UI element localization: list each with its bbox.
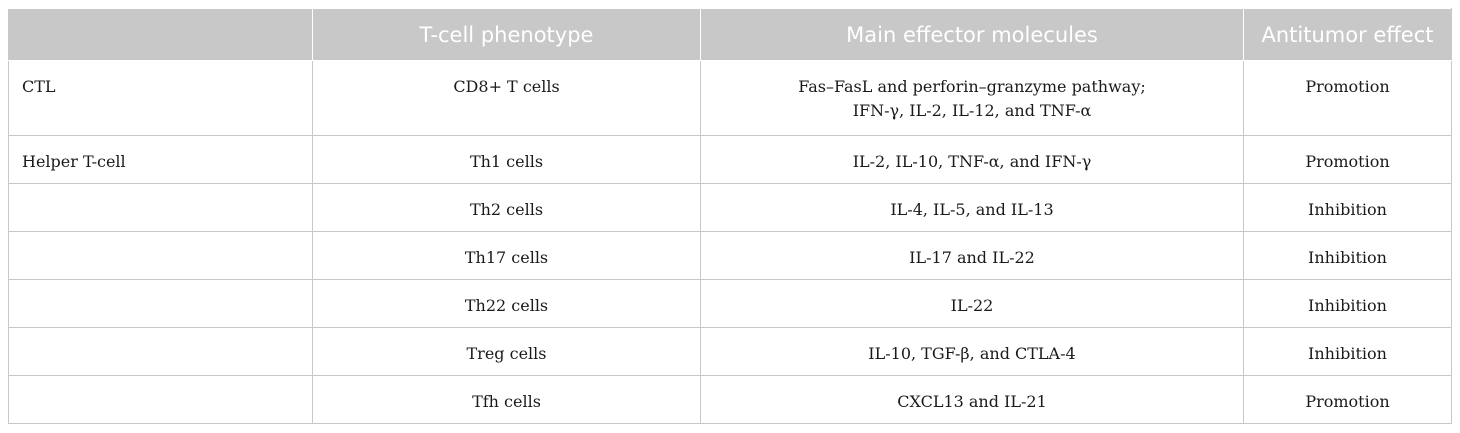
table-row: Th22 cells IL-22 Inhibition bbox=[8, 279, 1452, 328]
t-cell-table: T-cell phenotype Main effector molecules… bbox=[8, 8, 1452, 424]
cell-phenotype: Treg cells bbox=[312, 327, 701, 376]
cell-effector-molecules: CXCL13 and IL-21 bbox=[700, 375, 1244, 424]
table-row: Helper T-cell Th1 cells IL-2, IL-10, TNF… bbox=[8, 135, 1452, 184]
table-row: Tfh cells CXCL13 and IL-21 Promotion bbox=[8, 375, 1452, 424]
cell-effector-molecules: IL-17 and IL-22 bbox=[700, 231, 1244, 280]
cell-antitumor-effect: Inhibition bbox=[1243, 183, 1452, 232]
molecules-line: IFN-γ, IL-2, IL-12, and TNF-α bbox=[852, 101, 1092, 120]
cell-category bbox=[8, 279, 313, 328]
table-row: Th17 cells IL-17 and IL-22 Inhibition bbox=[8, 231, 1452, 280]
t-cell-table-container: T-cell phenotype Main effector molecules… bbox=[8, 8, 1452, 424]
cell-phenotype: CD8+ T cells bbox=[312, 60, 701, 136]
header-category bbox=[8, 8, 313, 61]
cell-category bbox=[8, 327, 313, 376]
cell-antitumor-effect: Inhibition bbox=[1243, 231, 1452, 280]
cell-antitumor-effect: Inhibition bbox=[1243, 279, 1452, 328]
cell-category bbox=[8, 231, 313, 280]
cell-antitumor-effect: Promotion bbox=[1243, 375, 1452, 424]
cell-category: Helper T-cell bbox=[8, 135, 313, 184]
table-row: CTL CD8+ T cells Fas–FasL and perforin–g… bbox=[8, 60, 1452, 136]
cell-phenotype: Th22 cells bbox=[312, 279, 701, 328]
table-header-row: T-cell phenotype Main effector molecules… bbox=[8, 8, 1452, 61]
cell-effector-molecules: IL-22 bbox=[700, 279, 1244, 328]
cell-phenotype: Th2 cells bbox=[312, 183, 701, 232]
table-row: Treg cells IL-10, TGF-β, and CTLA-4 Inhi… bbox=[8, 327, 1452, 376]
header-antitumor-effect: Antitumor effect bbox=[1243, 8, 1452, 61]
header-phenotype: T-cell phenotype bbox=[312, 8, 701, 61]
cell-phenotype: Tfh cells bbox=[312, 375, 701, 424]
table-row: Th2 cells IL-4, IL-5, and IL-13 Inhibiti… bbox=[8, 183, 1452, 232]
cell-antitumor-effect: Promotion bbox=[1243, 60, 1452, 136]
header-effector-molecules: Main effector molecules bbox=[700, 8, 1244, 61]
cell-phenotype: Th1 cells bbox=[312, 135, 701, 184]
cell-effector-molecules: Fas–FasL and perforin–granzyme pathway; … bbox=[700, 60, 1244, 136]
cell-effector-molecules: IL-10, TGF-β, and CTLA-4 bbox=[700, 327, 1244, 376]
molecules-line: Fas–FasL and perforin–granzyme pathway; bbox=[798, 77, 1146, 96]
cell-effector-molecules: IL-4, IL-5, and IL-13 bbox=[700, 183, 1244, 232]
cell-category: CTL bbox=[8, 60, 313, 136]
cell-phenotype: Th17 cells bbox=[312, 231, 701, 280]
cell-antitumor-effect: Inhibition bbox=[1243, 327, 1452, 376]
cell-effector-molecules: IL-2, IL-10, TNF-α, and IFN-γ bbox=[700, 135, 1244, 184]
cell-category bbox=[8, 375, 313, 424]
cell-antitumor-effect: Promotion bbox=[1243, 135, 1452, 184]
cell-category bbox=[8, 183, 313, 232]
